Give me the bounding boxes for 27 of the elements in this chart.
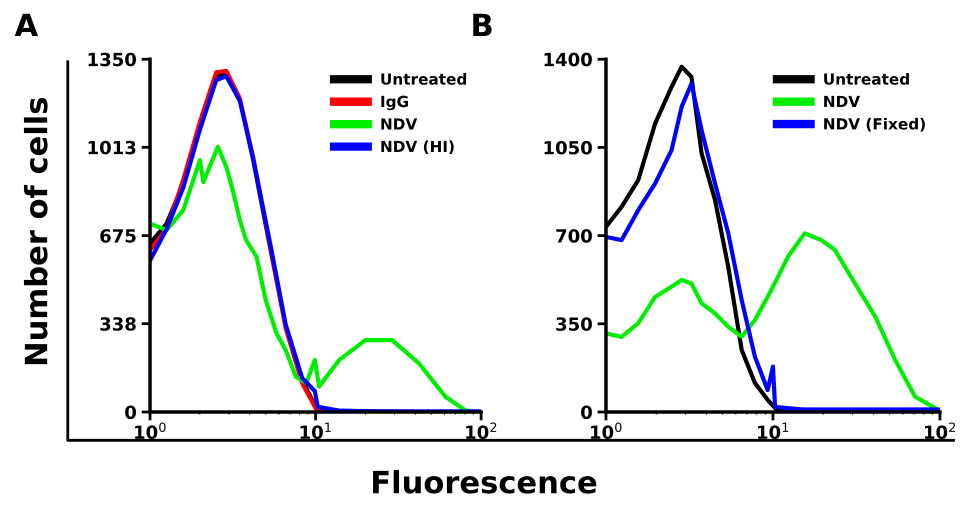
y-axis-title: Number of cells: [24, 98, 48, 364]
legend-label: IgG: [381, 96, 408, 110]
x-tick-label: 10$^{0}$: [591, 422, 622, 440]
y-tick-label: 0: [125, 405, 136, 420]
legend-label: NDV (Fixed): [824, 118, 925, 132]
y-tick-label: 1013: [88, 140, 136, 154]
y-tick-label: 350: [556, 317, 592, 331]
y-tick-label: 1400: [544, 52, 592, 66]
x-tick-label: 10$^{1}$: [300, 422, 331, 440]
legend-label: NDV (HI): [381, 140, 454, 154]
y-tick-label: 675: [100, 229, 136, 243]
legend-label: NDV: [381, 118, 418, 130]
legend-label: Untreated: [381, 72, 466, 85]
y-tick-label: 700: [556, 229, 592, 243]
chart-title: A: [14, 14, 38, 36]
y-tick-label: 0: [581, 405, 592, 420]
x-tick-label: 10$^{2}$: [924, 422, 956, 440]
x-tick-label: 10$^{2}$: [466, 422, 496, 440]
y-tick-label: 1350: [88, 52, 136, 66]
chart-title: B: [473, 14, 492, 36]
x-tick-label: 10$^{1}$: [758, 422, 788, 440]
y-tick-label: 338: [100, 317, 136, 331]
y-tick-label: 1050: [544, 140, 592, 155]
legend-label: Untreated: [824, 72, 909, 85]
x-tick-label: 10$^{0}$: [135, 422, 166, 440]
legend-label: NDV: [824, 96, 860, 108]
x-axis-title: Fluorescence: [373, 470, 596, 494]
